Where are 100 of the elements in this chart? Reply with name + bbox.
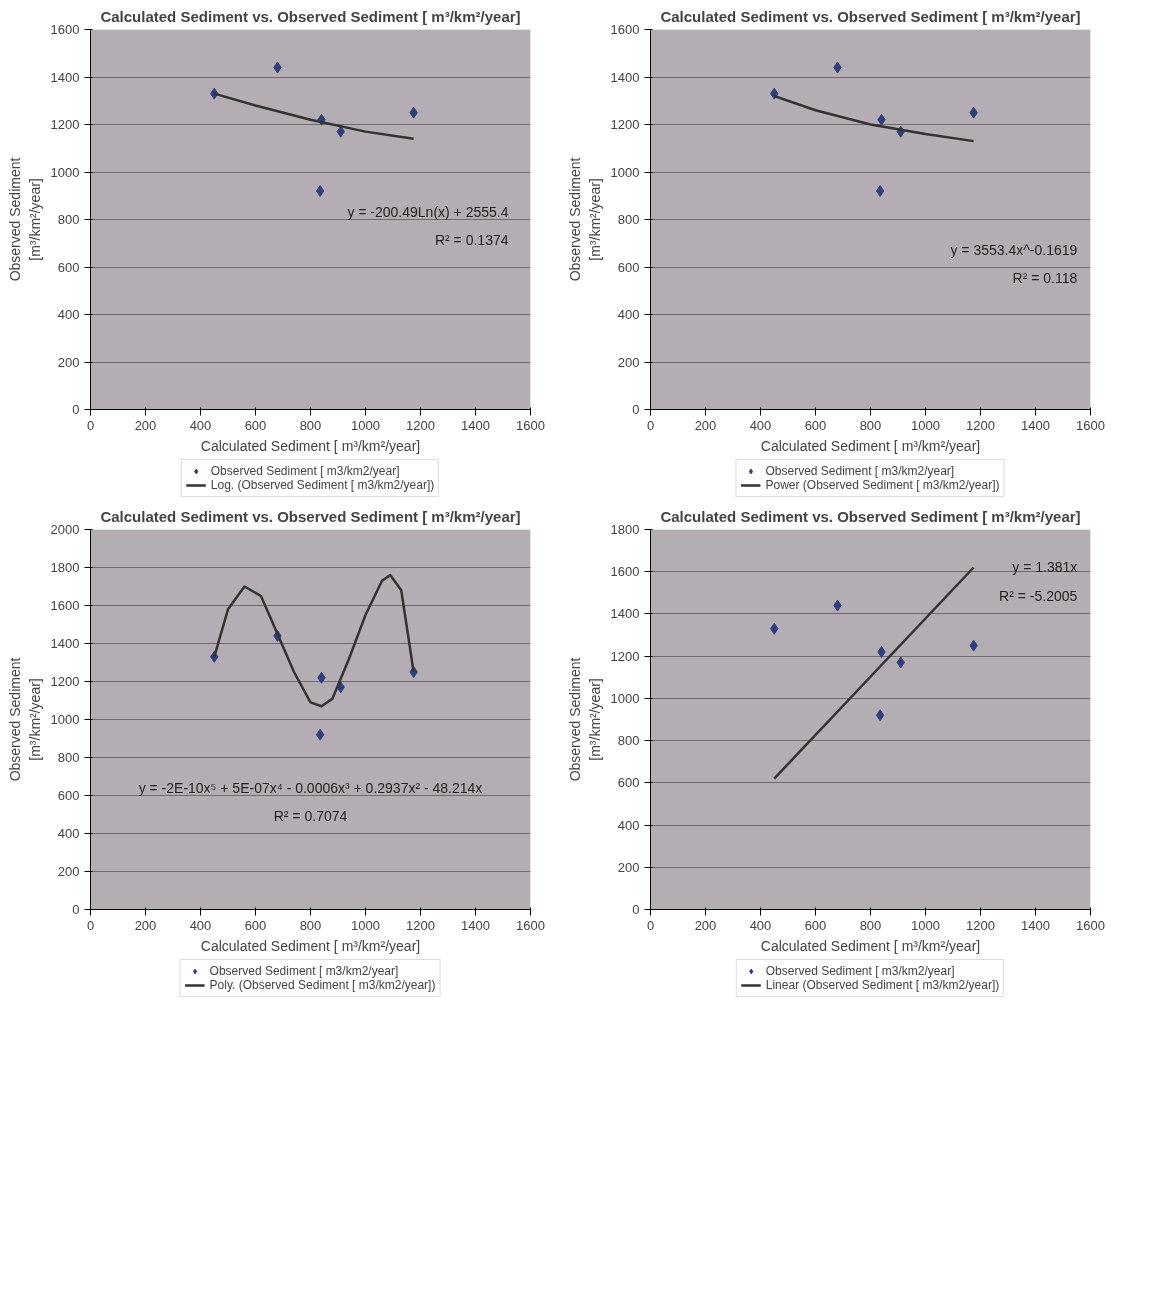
y-tick-label: 800 (57, 750, 80, 765)
legend-label: Poly. (Observed Sediment [ m3/km2/year]) (209, 978, 436, 992)
y-tick-label: 200 (617, 859, 640, 875)
y-tick-label: 1000 (50, 712, 80, 727)
x-tick-label: 600 (244, 917, 267, 933)
x-tick-label: 1000 (351, 917, 380, 933)
chart-title: Calculated Sediment vs. Observed Sediment [ m³/km²/year] (660, 7, 1081, 25)
x-tick-label: 1600 (516, 917, 545, 933)
x-tick-label: 400 (189, 417, 212, 433)
y-tick-label: 0 (632, 402, 640, 417)
x-tick-label: 1000 (911, 917, 940, 933)
x-tick-label: 1200 (406, 417, 435, 433)
y-tick-label: 200 (57, 354, 80, 370)
y-tick-label: 1400 (610, 69, 640, 85)
y-tick-label: 600 (57, 259, 80, 275)
x-tick-label: 1400 (461, 417, 490, 433)
x-tick-label: 200 (694, 917, 717, 933)
x-tick-label: 0 (86, 917, 95, 933)
x-tick-label: 400 (749, 417, 772, 433)
legend-label: Linear (Observed Sediment [ m3/km2/year]) (765, 978, 1000, 992)
annotation: y = -2E-10x⁵ + 5E-07x⁴ - 0.0006x³ + 0.2937x² - 48.214x (138, 779, 483, 796)
y-tick-label: 0 (72, 902, 80, 917)
y-tick-label: 1200 (50, 117, 80, 132)
y-tick-label: 800 (57, 212, 80, 227)
y-tick-label: 600 (617, 259, 640, 275)
y-axis-title: Observed Sediment [m³/km²/year] (7, 657, 43, 782)
x-tick-label: 0 (646, 917, 655, 933)
annotation: y = -200.49Ln(x) + 2555.4 (347, 203, 509, 220)
x-tick-label: 1400 (1021, 917, 1050, 933)
y-tick-label: 600 (57, 788, 80, 803)
y-tick-label: 400 (617, 817, 640, 833)
y-tick-label: 1400 (50, 636, 80, 651)
y-tick-label: 1200 (610, 648, 640, 664)
legend-label: Power (Observed Sediment [ m3/km2/year]) (765, 478, 1000, 492)
y-tick-label: 1600 (610, 564, 640, 580)
x-axis-title: Calculated Sediment [ m³/km²/year] (760, 437, 981, 454)
y-tick-label: 400 (57, 826, 80, 841)
x-tick-label: 1200 (966, 917, 995, 933)
y-tick-label: 600 (617, 775, 640, 791)
y-tick-label: 1200 (610, 117, 640, 132)
y-axis-title: Observed Sediment [m³/km²/year] (7, 157, 43, 282)
y-tick-label: 200 (57, 864, 80, 879)
legend-label: Observed Sediment [ m3/km2/year] (765, 964, 955, 978)
y-axis-title: Observed Sediment [m³/km²/year] (567, 657, 603, 782)
y-tick-label: 1800 (50, 560, 80, 575)
chart-title: Calculated Sediment vs. Observed Sediment [ m³/km²/year] (660, 507, 1081, 525)
x-axis-title: Calculated Sediment [ m³/km²/year] (760, 937, 981, 954)
x-axis-title: Calculated Sediment [ m³/km²/year] (200, 937, 421, 954)
x-tick-label: 800 (859, 417, 882, 433)
y-tick-label: 1200 (50, 674, 80, 689)
annotation: R² = -5.2005 (999, 587, 1078, 604)
annotation: y = 3553.4x^-0.1619 (950, 241, 1078, 258)
y-tick-label: 400 (617, 307, 640, 322)
x-tick-label: 1400 (1021, 417, 1050, 433)
y-tick-label: 400 (57, 307, 80, 322)
chart-title: Calculated Sediment vs. Observed Sediment [ m³/km²/year] (100, 507, 521, 525)
y-tick-label: 1600 (50, 598, 80, 613)
y-tick-label: 1400 (50, 69, 80, 85)
y-tick-label: 1000 (50, 164, 80, 180)
x-axis-title: Calculated Sediment [ m³/km²/year] (200, 437, 421, 454)
y-tick-label: 1000 (610, 164, 640, 180)
x-tick-label: 400 (189, 917, 212, 933)
x-tick-label: 1600 (516, 417, 545, 433)
x-tick-label: 1000 (911, 417, 940, 433)
x-tick-label: 600 (804, 417, 827, 433)
x-tick-label: 1400 (461, 917, 490, 933)
x-tick-label: 400 (749, 917, 772, 933)
x-tick-label: 0 (86, 417, 95, 433)
y-tick-label: 1000 (610, 690, 640, 706)
y-axis-title: Observed Sediment [m³/km²/year] (567, 157, 603, 282)
x-tick-label: 200 (694, 417, 717, 433)
x-tick-label: 1000 (351, 417, 380, 433)
x-tick-label: 1600 (1076, 417, 1105, 433)
x-tick-label: 800 (299, 917, 322, 933)
x-tick-label: 600 (244, 417, 267, 433)
x-tick-label: 1200 (966, 417, 995, 433)
x-tick-label: 600 (804, 917, 827, 933)
annotation: R² = 0.7074 (273, 808, 348, 824)
x-tick-label: 200 (134, 917, 157, 933)
annotation: y = 1.381x (1012, 559, 1078, 576)
legend-label: Observed Sediment [ m3/km2/year] (209, 964, 399, 978)
annotation: R² = 0.118 (1012, 270, 1078, 286)
y-tick-label: 800 (617, 212, 640, 227)
y-tick-label: 1600 (610, 22, 640, 37)
legend-label: Observed Sediment [ m3/km2/year] (765, 464, 955, 478)
legend-label: Observed Sediment [ m3/km2/year] (210, 464, 400, 478)
chart-title: Calculated Sediment vs. Observed Sediment [ m³/km²/year] (100, 7, 521, 25)
x-tick-label: 1200 (406, 917, 435, 933)
x-tick-label: 1600 (1076, 917, 1105, 933)
y-tick-label: 0 (72, 402, 80, 417)
y-tick-label: 0 (632, 902, 640, 917)
y-tick-label: 200 (617, 354, 640, 370)
annotation: R² = 0.1374 (434, 232, 509, 248)
y-tick-label: 1400 (610, 606, 640, 622)
legend-label: Log. (Observed Sediment [ m3/km2/year]) (210, 478, 435, 492)
x-tick-label: 800 (859, 917, 882, 933)
x-tick-label: 800 (299, 417, 322, 433)
y-tick-label: 2000 (50, 522, 80, 537)
x-tick-label: 200 (134, 417, 157, 433)
y-tick-label: 800 (617, 733, 640, 749)
